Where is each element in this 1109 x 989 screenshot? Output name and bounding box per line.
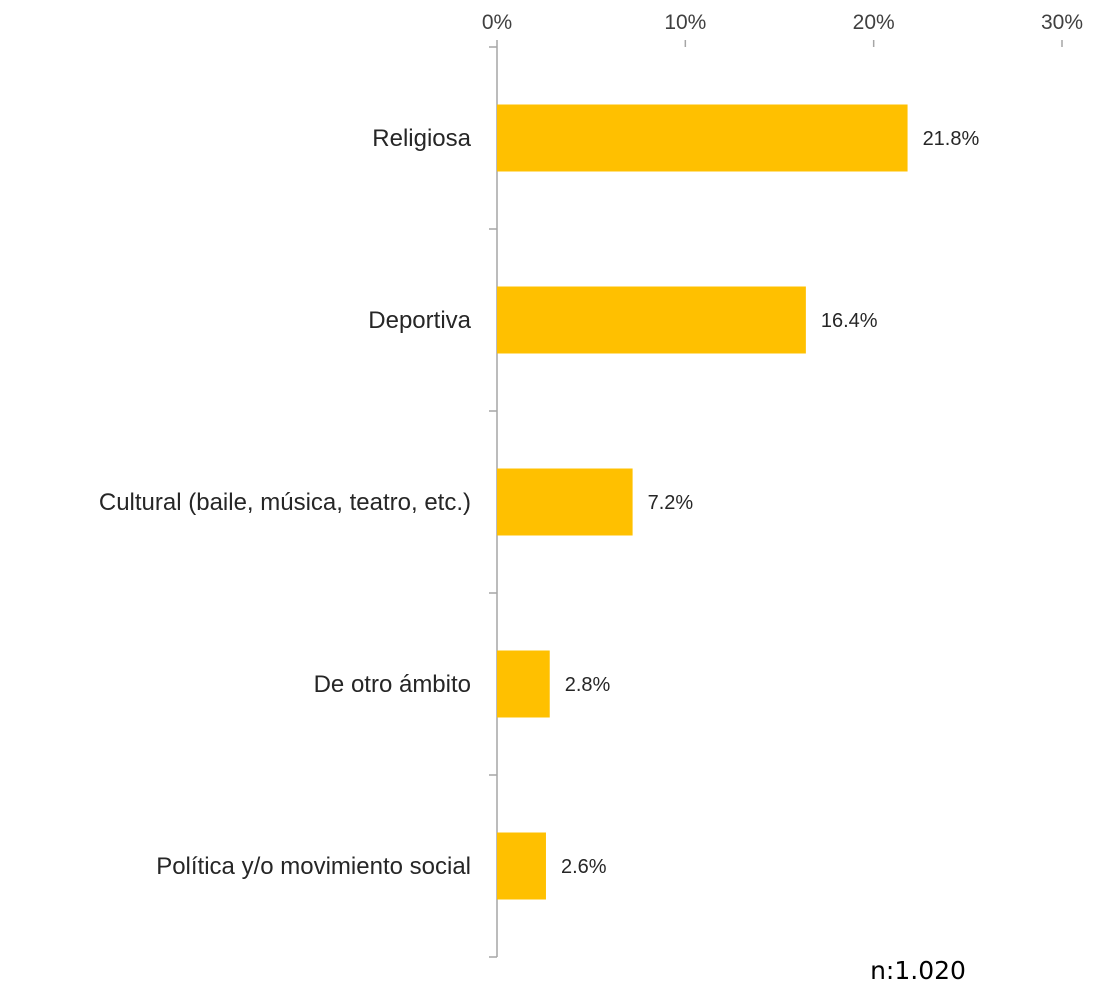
bar	[497, 286, 806, 354]
data-label: 2.8%	[565, 674, 611, 696]
bar	[497, 468, 633, 536]
data-labels: 21.8% 16.4% 7.2% 2.8% 2.6%	[561, 128, 980, 878]
category-label: Deportiva	[368, 307, 471, 334]
category-label: Cultural (baile, música, teatro, etc.)	[99, 489, 471, 516]
category-label: Política y/o movimiento social	[156, 853, 471, 880]
category-label: Religiosa	[372, 125, 471, 152]
bar	[497, 104, 908, 172]
data-label: 16.4%	[821, 310, 878, 332]
data-label: 2.6%	[561, 856, 607, 878]
x-tick-label: 20%	[853, 11, 895, 34]
x-tick-label: 30%	[1041, 11, 1083, 34]
y-axis-ticks	[489, 46, 497, 958]
bars	[497, 104, 908, 900]
bar	[497, 650, 550, 718]
data-label: 21.8%	[923, 128, 980, 150]
sample-size-note: n:1.020	[870, 956, 966, 985]
category-label: De otro ámbito	[314, 671, 471, 698]
x-axis-ticks: 0% 10% 20% 30%	[482, 11, 1083, 47]
x-tick-label: 0%	[482, 11, 512, 34]
x-tick-label: 10%	[664, 11, 706, 34]
bar	[497, 832, 546, 900]
category-labels: Religiosa Deportiva Cultural (baile, músic…	[99, 125, 472, 880]
data-label: 7.2%	[648, 492, 694, 514]
